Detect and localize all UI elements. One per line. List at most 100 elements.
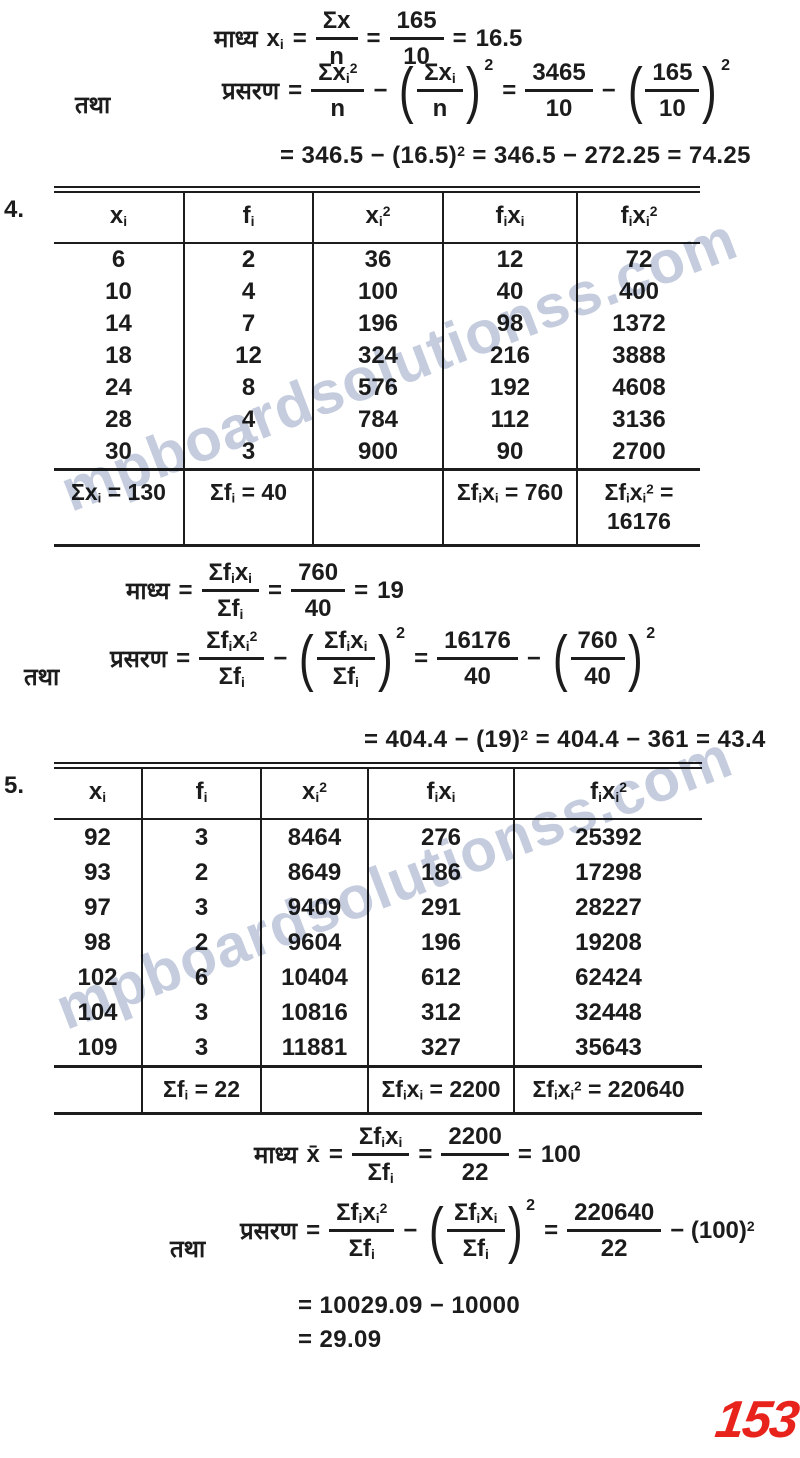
equals-sign: = (328, 1140, 343, 1168)
also-label: तथा (24, 664, 60, 691)
fraction-numerator: Σxi (417, 60, 463, 93)
fraction-numerator: 760 (570, 628, 625, 661)
right-paren: ) (627, 623, 643, 693)
fraction-denominator: n (329, 43, 344, 71)
table-cell: 6 (111, 246, 126, 273)
mean-label: माध्य (254, 1142, 298, 1170)
table-cell: 112 (442, 404, 577, 436)
table-row: 28 4 784 112 3136 (54, 404, 700, 436)
table-cell: 196 (367, 925, 514, 960)
fraction-denominator: Σfi (332, 663, 359, 691)
fraction-denominator: Σfi (462, 1235, 489, 1263)
equals-sign: = (452, 24, 467, 52)
table-cell: 11881 (260, 1030, 368, 1067)
table-cell: 93 (84, 859, 111, 886)
table-cell: 19208 (513, 925, 702, 960)
table-cell: 8649 (260, 855, 368, 890)
total-cell (312, 468, 443, 545)
fraction-numerator: Σx (315, 8, 358, 41)
table-cell: 2 (141, 925, 261, 960)
table-cell: 3136 (576, 404, 700, 436)
table-cell: 72 (576, 243, 700, 276)
total-cell: Σfixi2 = 220640 (513, 1065, 702, 1114)
table-row: 104 3 10816 312 32448 (54, 995, 702, 1030)
fraction: 2200 22 (441, 1124, 509, 1185)
fraction-numerator: 2200 (441, 1124, 509, 1157)
also-label: तथा (170, 1236, 206, 1263)
column-header: fixi (442, 192, 577, 244)
table-cell: 92 (84, 824, 111, 851)
minus-sign: − (273, 644, 288, 672)
equals-sign: = (354, 576, 369, 604)
fraction: Σxi2 n (311, 60, 365, 121)
table-cell: 102 (77, 964, 118, 991)
table-cell: 3 (141, 1030, 261, 1067)
table-cell: 8 (183, 372, 313, 404)
table-5: xi fi xi2 fixi fixi2 92 3 8464 276 25392 93 2 8… (54, 762, 702, 1115)
mean-result: 100 (540, 1140, 581, 1168)
fraction: Σfixi Σfi (351, 1124, 410, 1187)
item-number-5: 5. (4, 772, 25, 799)
total-cell: Σfixi = 760 (442, 468, 577, 545)
table-cell: 576 (312, 372, 443, 404)
equals-sign: = (176, 644, 191, 672)
equals-sign: = (414, 644, 429, 672)
equals-sign: = (306, 1216, 321, 1244)
fraction-denominator: Σfi (367, 1159, 394, 1187)
table-cell: 324 (312, 340, 443, 372)
mean-formula-2: माध्य = Σfixi Σfi = 760 40 = 19 (126, 560, 404, 623)
fraction: Σfixi2 Σfi (329, 1200, 395, 1263)
table-cell: 18 (105, 342, 132, 369)
mean-variable: xi (266, 24, 284, 52)
fraction-numerator: Σfixi (317, 628, 375, 661)
fraction: Σfixi Σfi (317, 628, 375, 689)
table-cell: 612 (367, 960, 514, 995)
table-row: 18 12 324 216 3888 (54, 340, 700, 372)
fraction-denominator: 40 (584, 663, 611, 691)
table-cell: 3 (141, 995, 261, 1030)
fraction-numerator: Σfixi (351, 1124, 410, 1157)
fraction-denominator: Σfi (348, 1235, 375, 1263)
also-label: तथा (75, 92, 111, 119)
table-cell: 62424 (513, 960, 702, 995)
exponent: 2 (396, 625, 406, 642)
table-cell: 8464 (260, 819, 368, 855)
right-paren: ) (377, 623, 393, 693)
exponent: 2 (484, 57, 494, 74)
fraction: 16176 40 (437, 628, 518, 689)
column-header: xi2 (260, 768, 368, 820)
fraction-denominator: 10 (403, 43, 430, 71)
table-cell: 28 (105, 406, 132, 433)
fraction-denominator: 40 (304, 595, 332, 623)
table-totals-row: Σfi = 22 Σfixi = 2200 Σfixi2 = 220640 (54, 1065, 702, 1114)
table-cell: 10404 (260, 960, 368, 995)
table-cell: 109 (77, 1034, 118, 1061)
table-cell: 30 (105, 438, 132, 465)
variance-result-3b: = 29.09 (298, 1326, 382, 1353)
squared-fraction: ( Σfixi Σfi ) 2 (426, 1198, 535, 1263)
variance-formula-2: प्रसरण = Σfixi2 Σfi − ( Σfixi Σfi ) 2 = … (110, 623, 655, 693)
fraction: Σfixi Σfi (201, 560, 260, 621)
variance-tail-term: − (100)2 (670, 1216, 755, 1244)
table-cell: 216 (442, 340, 577, 372)
table-row: 98 2 9604 196 19208 (54, 925, 702, 960)
table-row: 97 3 9409 291 28227 (54, 890, 702, 925)
mean-result: 19 (377, 576, 404, 604)
table-row: 10 4 100 40 400 (54, 276, 700, 308)
fraction-numerator: 760 (291, 560, 346, 593)
table-cell: 97 (84, 894, 111, 921)
squared-fraction: ( Σfixi Σfi ) 2 (296, 623, 406, 693)
table-cell: 784 (312, 404, 443, 436)
fraction: 3465 10 (525, 60, 593, 121)
left-paren: ( (299, 623, 315, 693)
variance-formula-1: प्रसरण = Σxi2 n − ( Σxi n ) 2 = 3465 10 … (222, 57, 730, 123)
fraction: 220640 22 (567, 1200, 662, 1261)
mean-result: 16.5 (475, 24, 523, 52)
table-cell: 12 (183, 340, 313, 372)
minus-sign: − (526, 644, 541, 672)
item-number-4: 4. (4, 196, 25, 223)
fraction: 165 10 (645, 60, 700, 121)
fraction-denominator: n (432, 95, 448, 123)
column-header: fixi (367, 768, 514, 820)
